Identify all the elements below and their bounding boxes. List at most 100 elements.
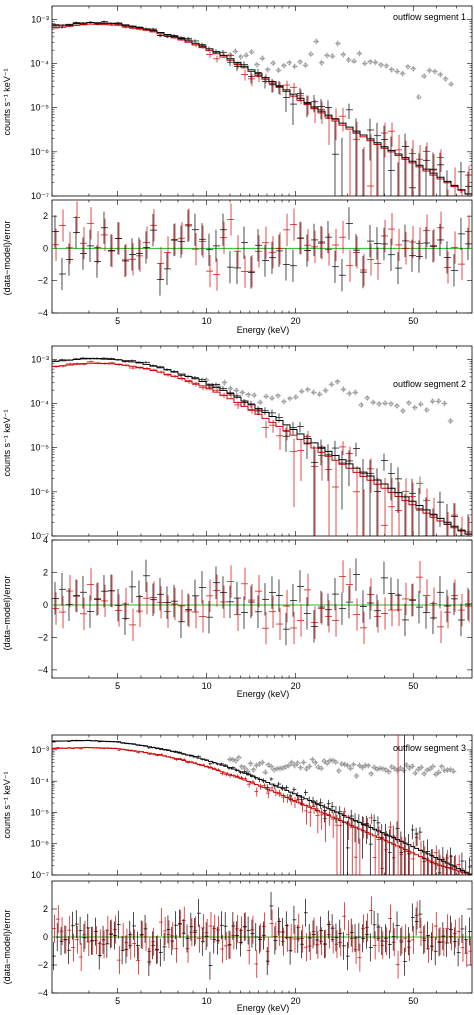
background-point	[310, 389, 317, 396]
background-point	[227, 52, 234, 59]
detector-a-data-point	[220, 762, 224, 766]
detector-a-residual-point	[437, 223, 444, 257]
detector-b-data-point	[227, 53, 234, 59]
detector-b-data-point	[276, 427, 283, 450]
detector-b-residual-point	[239, 916, 243, 945]
detector-b-data-point	[206, 51, 213, 58]
detector-a-residual-point	[115, 589, 122, 622]
background-point	[435, 398, 442, 405]
background-point	[286, 59, 293, 66]
detector-a-data-point	[342, 812, 346, 875]
detector-a-data-point	[199, 42, 206, 47]
detector-b-residual-point	[325, 600, 332, 633]
detector-b-residual-point	[192, 233, 199, 266]
detector-b-residual-point	[206, 254, 213, 288]
detector-a-residual-point	[409, 239, 416, 272]
detector-a-residual-point	[101, 211, 108, 244]
detector-a-residual-point	[452, 927, 457, 956]
detector-b-residual-point	[339, 221, 346, 254]
detector-a-residual-point	[185, 209, 192, 243]
background-point	[367, 58, 374, 65]
detector-a-residual-point	[449, 915, 453, 944]
detector-a-data-point	[346, 820, 350, 875]
residual-plot-area	[52, 891, 472, 980]
background-point	[244, 768, 251, 775]
detector-a-data-point	[73, 21, 80, 24]
detector-b-data-point	[174, 758, 178, 761]
background-point	[245, 391, 252, 398]
detector-b-data-point	[422, 846, 427, 875]
detector-b-residual-point	[444, 595, 451, 629]
background-point	[442, 75, 449, 82]
detector-a-data-point	[402, 133, 409, 196]
detector-b-data-point	[262, 783, 266, 789]
detector-b-residual-point	[388, 904, 392, 933]
detector-b-data-point	[437, 149, 444, 173]
detector-a-residual-point	[367, 586, 374, 620]
detector-a-data-point	[444, 503, 451, 536]
detector-b-data-point	[368, 813, 373, 825]
detector-a-residual-point	[304, 597, 311, 630]
detector-b-data-point	[388, 821, 392, 838]
detector-a-data-point	[136, 361, 143, 364]
detector-b-residual-point	[248, 255, 255, 288]
detector-b-residual-point	[157, 586, 164, 619]
detector-a-residual-point	[376, 913, 381, 942]
detector-a-residual-point	[94, 245, 101, 278]
detector-b-data-point	[73, 362, 80, 365]
detector-b-data-point	[311, 801, 316, 814]
detector-a-residual-point	[66, 243, 73, 276]
detector-b-residual-point	[269, 595, 276, 628]
detector-b-data-point	[254, 787, 259, 797]
detector-a-residual-point	[52, 942, 56, 971]
detector-a-residual-point	[185, 924, 190, 953]
detector-b-data-point	[63, 747, 68, 750]
background-point	[353, 772, 360, 779]
detector-a-data-point	[416, 488, 423, 536]
detector-a-data-point	[59, 358, 66, 361]
detector-b-residual-point	[136, 594, 143, 628]
detector-b-residual-point	[311, 917, 316, 946]
detector-a-residual-point	[372, 910, 377, 939]
detector-b-data-point	[381, 477, 388, 536]
detector-b-residual-point	[290, 611, 297, 645]
detector-a-residual-point	[234, 581, 241, 615]
detector-b-data-point	[213, 388, 220, 393]
detector-b-data-point	[423, 142, 430, 169]
detector-b-data-point	[452, 854, 457, 875]
detector-a-residual-point	[241, 596, 248, 629]
detector-a-residual-point	[418, 900, 423, 929]
detector-b-residual-point	[283, 213, 290, 246]
resid-y-tick-label: −4	[38, 308, 48, 318]
detector-b-residual-point	[374, 247, 381, 280]
detector-a-data-point	[87, 357, 94, 360]
detector-a-residual-point	[113, 921, 117, 950]
detector-b-data-point	[338, 815, 343, 875]
detector-a-data-point	[346, 103, 353, 119]
detector-a-residual-point	[122, 244, 129, 278]
detector-a-residual-point	[162, 932, 167, 961]
background-point	[265, 761, 272, 768]
detector-b-data-point	[281, 793, 285, 803]
segment-2-xlabel: Energy (keV)	[237, 689, 290, 699]
detector-a-data-point	[120, 742, 125, 744]
detector-a-residual-point	[150, 213, 157, 247]
detector-a-data-point	[402, 494, 409, 536]
detector-a-residual-point	[124, 935, 129, 964]
background-point	[318, 765, 325, 772]
detector-a-data-point	[262, 778, 266, 784]
detector-a-data-point	[115, 358, 122, 361]
background-point	[364, 394, 371, 401]
resid-y-tick-label: −2	[38, 960, 48, 970]
detector-a-residual-point	[441, 922, 446, 951]
detector-a-data-point	[108, 22, 115, 25]
background-point	[399, 70, 406, 77]
detector-a-residual-point	[265, 947, 270, 976]
detector-a-data-point	[150, 364, 157, 367]
detector-b-residual-point	[80, 597, 87, 631]
detector-a-data-point	[444, 170, 451, 196]
detector-a-data-point	[59, 740, 64, 742]
detector-b-data-point	[353, 465, 360, 536]
detector-a-data-point	[304, 95, 311, 118]
detector-b-residual-point	[410, 925, 415, 954]
